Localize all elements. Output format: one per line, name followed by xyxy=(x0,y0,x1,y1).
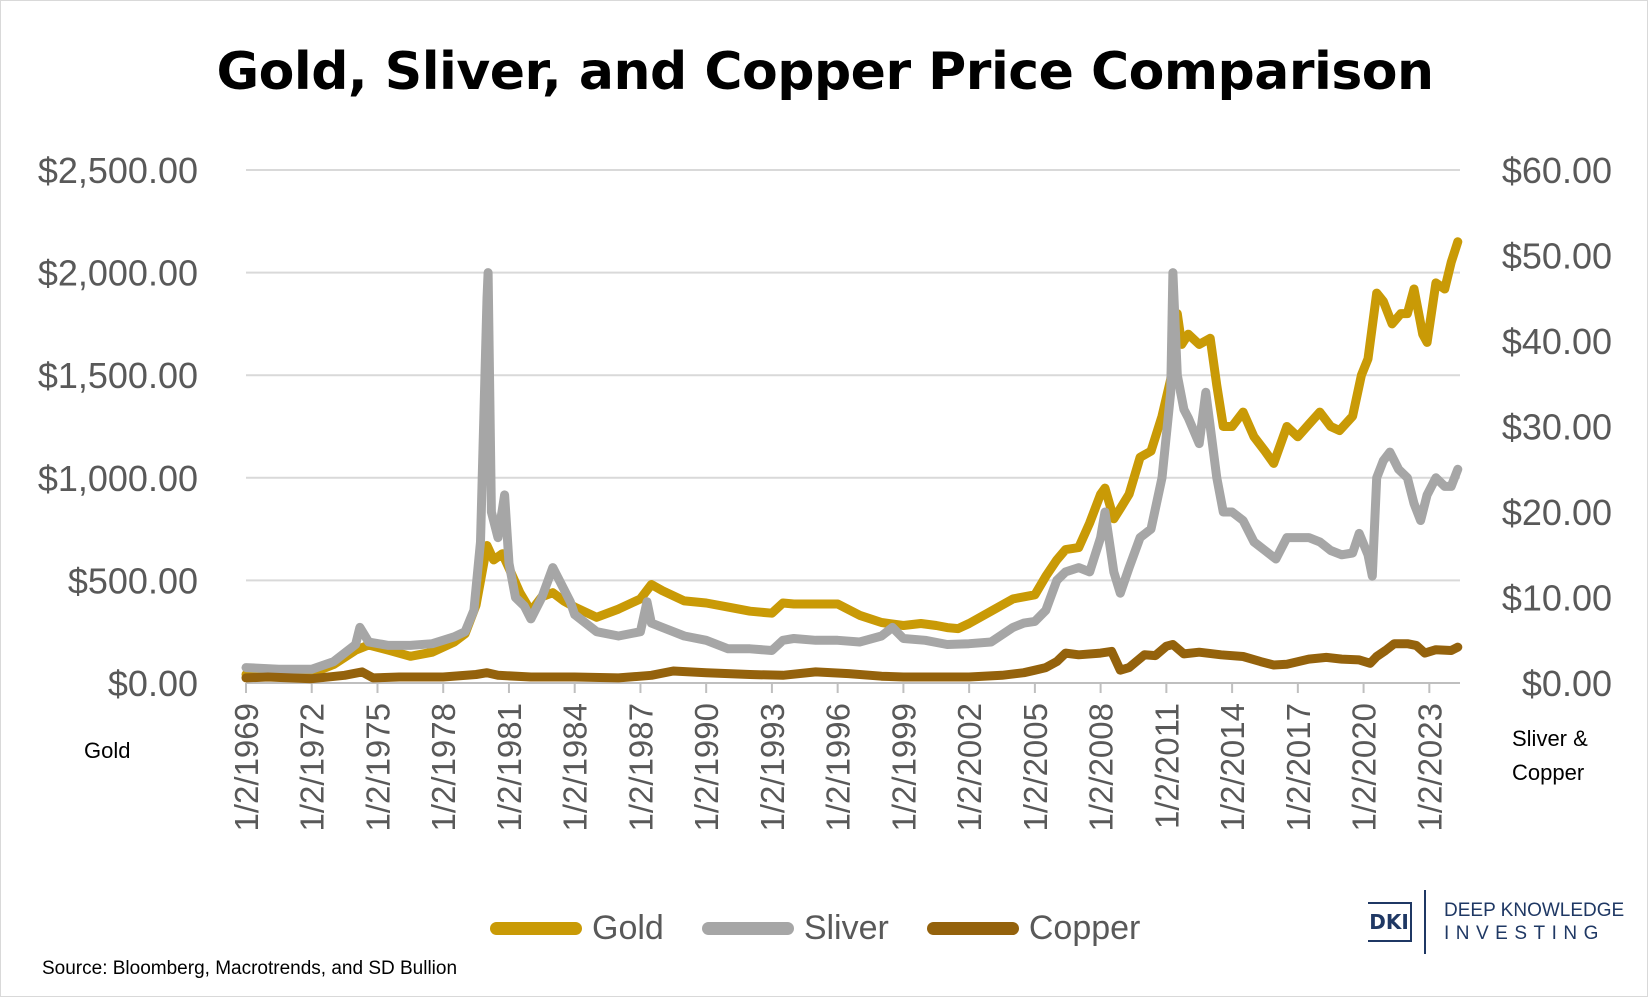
legend: Gold Sliver Copper xyxy=(490,903,1140,953)
legend-swatch-copper xyxy=(926,921,1019,935)
y-right-tick-label: $60.00 xyxy=(1502,150,1612,191)
legend-item-copper: Copper xyxy=(926,908,1141,948)
chart-title: Gold, Sliver, and Copper Price Compariso… xyxy=(216,42,1434,102)
y-left-tick-label: $1,000.00 xyxy=(38,458,198,499)
y-right-tick-label: $40.00 xyxy=(1502,321,1612,362)
legend-item-gold: Gold xyxy=(490,909,664,948)
y-right-tick-label: $10.00 xyxy=(1502,578,1612,619)
x-tick-label: 1/2/1999 xyxy=(885,703,922,831)
y-axis-right-ticks: $0.00 $10.00 $20.00 $30.00 $40.00 $50.00 $60.0… xyxy=(1502,150,1612,704)
x-tick-label: 1/2/2023 xyxy=(1411,703,1448,831)
y-left-tick-label: $2,500.00 xyxy=(38,150,198,191)
x-tick-label: 1/2/2008 xyxy=(1083,703,1120,831)
y-right-tick-label: $50.00 xyxy=(1502,236,1612,277)
x-tick-label: 1/2/2017 xyxy=(1280,703,1317,831)
y-right-tick-label: $20.00 xyxy=(1502,492,1612,533)
y-left-tick-label: $2,000.00 xyxy=(38,253,198,294)
y-right-tick-label: $30.00 xyxy=(1502,407,1612,448)
logo-line-1: DEEP KNOWLEDGE xyxy=(1444,900,1625,921)
x-tick-label: 1/2/2011 xyxy=(1148,703,1185,829)
series-line-gold xyxy=(241,237,1463,681)
series-line-sliver xyxy=(241,268,1463,674)
y-right-tick-label: $0.00 xyxy=(1522,663,1612,704)
series-line-copper xyxy=(241,639,1463,684)
legend-item-sliver: Sliver xyxy=(701,908,889,948)
logo-divider xyxy=(1424,890,1426,954)
x-tick-label: 1/2/1987 xyxy=(622,703,659,831)
x-tick-label: 1/2/1984 xyxy=(557,703,594,831)
gridlines xyxy=(246,169,1460,684)
y-left-tick-label: $500.00 xyxy=(68,560,198,601)
x-tick-label: 1/2/1975 xyxy=(359,703,396,831)
source-note: Source: Bloomberg, Macrotrends, and SD B… xyxy=(42,958,458,979)
series-lines xyxy=(241,237,1463,684)
y-left-tick-label: $1,500.00 xyxy=(38,355,198,396)
x-tick-label: 1/2/2005 xyxy=(1017,703,1054,831)
legend-swatch-sliver xyxy=(701,921,794,935)
y-axis-left-label: Gold xyxy=(84,738,131,763)
x-tick-label: 1/2/1981 xyxy=(491,703,528,831)
x-tick-label: 1/2/2002 xyxy=(951,703,988,831)
x-tick-label: 1/2/1972 xyxy=(294,703,331,831)
y-left-tick-label: $0.00 xyxy=(108,663,198,704)
legend-label-gold: Gold xyxy=(592,908,664,947)
x-tick-label: 1/2/1993 xyxy=(754,703,791,831)
y-axis-left-ticks: $0.00 $500.00 $1,000.00 $1,500.00 $2,000.00 $… xyxy=(38,150,198,704)
x-tick-label: 1/2/1996 xyxy=(820,703,857,831)
legend-label-copper: Copper xyxy=(1028,908,1141,947)
x-tick-label: 1/2/1969 xyxy=(228,703,265,831)
logo-line-2: INVESTING xyxy=(1444,923,1605,944)
logo-mark: DKI xyxy=(1368,902,1412,942)
brand-logo: DKI DEEP KNOWLEDGE INVESTING xyxy=(1368,890,1624,954)
x-axis-tick-labels: 1/2/1969 1/2/1972 1/2/1975 1/2/1978 1/2/1981… xyxy=(228,703,1448,831)
x-tick-label: 1/2/1990 xyxy=(688,703,725,831)
x-axis-ticks xyxy=(245,682,1460,693)
legend-label-sliver: Sliver xyxy=(803,908,889,947)
x-tick-label: 1/2/2020 xyxy=(1346,703,1383,831)
legend-swatch-gold xyxy=(490,921,582,935)
x-tick-label: 1/2/2014 xyxy=(1214,703,1251,831)
x-tick-label: 1/2/1978 xyxy=(425,703,462,831)
logo-text: DEEP KNOWLEDGE INVESTING xyxy=(1444,899,1624,945)
y-axis-right-label: Sliver & Copper xyxy=(1512,726,1588,785)
